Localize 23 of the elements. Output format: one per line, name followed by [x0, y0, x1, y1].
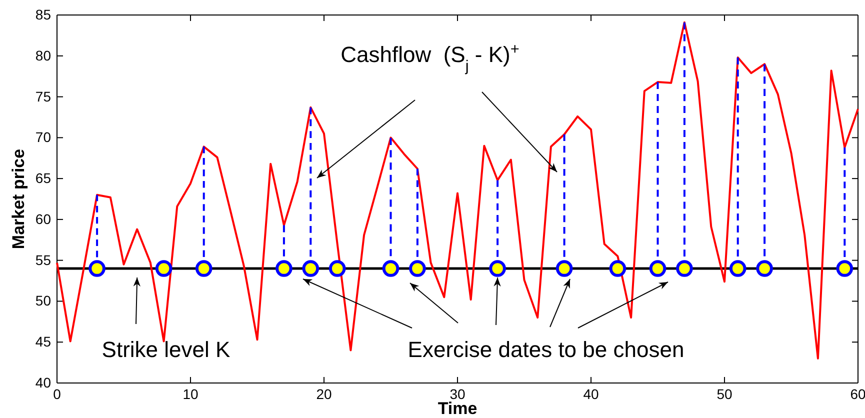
x-tick-label: 40: [583, 386, 599, 402]
x-tick-label: 50: [716, 386, 732, 402]
y-tick-label: 40: [35, 374, 52, 390]
y-tick-label: 85: [35, 6, 52, 22]
line-series: [56, 21, 859, 360]
annotation: Strike level K: [102, 337, 231, 362]
y-tick-label: 55: [35, 252, 52, 268]
y-tick-label: 50: [35, 292, 52, 309]
y-tick-label: 75: [35, 88, 52, 104]
x-axis-title: Time: [438, 399, 478, 418]
x-tick-label: 60: [850, 386, 865, 402]
y-tick-label: 65: [35, 170, 52, 186]
y-tick-label: 60: [35, 210, 52, 227]
x-tick-label: 20: [316, 386, 332, 402]
x-tick-label: 30: [450, 386, 466, 402]
y-tick-label: 70: [35, 129, 52, 146]
annotation: Exercise dates to be chosen: [408, 337, 684, 362]
y-axis-title: Market price: [9, 148, 28, 250]
x-tick-label: 10: [182, 386, 198, 402]
y-tick-label: 80: [35, 47, 52, 64]
annotation: Cashflow (S$_{j}$ - K)$^{+}$: [340, 40, 520, 74]
y-tick-label: 45: [35, 334, 52, 350]
x-tick-label: 0: [53, 386, 62, 402]
